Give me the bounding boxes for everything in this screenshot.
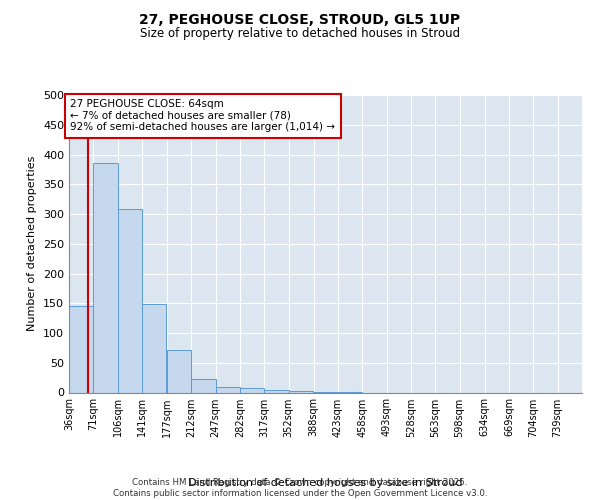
Bar [142,304,166,392]
Text: Size of property relative to detached houses in Stroud: Size of property relative to detached ho… [140,28,460,40]
Y-axis label: Number of detached properties: Number of detached properties [28,156,37,332]
Bar [215,386,240,392]
Bar [69,306,94,392]
Bar [265,390,289,392]
Bar [167,350,191,393]
Bar [118,209,142,392]
Bar [240,388,265,392]
Bar [191,380,215,392]
Text: Contains HM Land Registry data © Crown copyright and database right 2025.
Contai: Contains HM Land Registry data © Crown c… [113,478,487,498]
Text: 27, PEGHOUSE CLOSE, STROUD, GL5 1UP: 27, PEGHOUSE CLOSE, STROUD, GL5 1UP [139,12,461,26]
X-axis label: Distribution of detached houses by size in Stroud: Distribution of detached houses by size … [188,478,463,488]
Bar [94,164,118,392]
Text: 27 PEGHOUSE CLOSE: 64sqm
← 7% of detached houses are smaller (78)
92% of semi-de: 27 PEGHOUSE CLOSE: 64sqm ← 7% of detache… [70,99,335,132]
